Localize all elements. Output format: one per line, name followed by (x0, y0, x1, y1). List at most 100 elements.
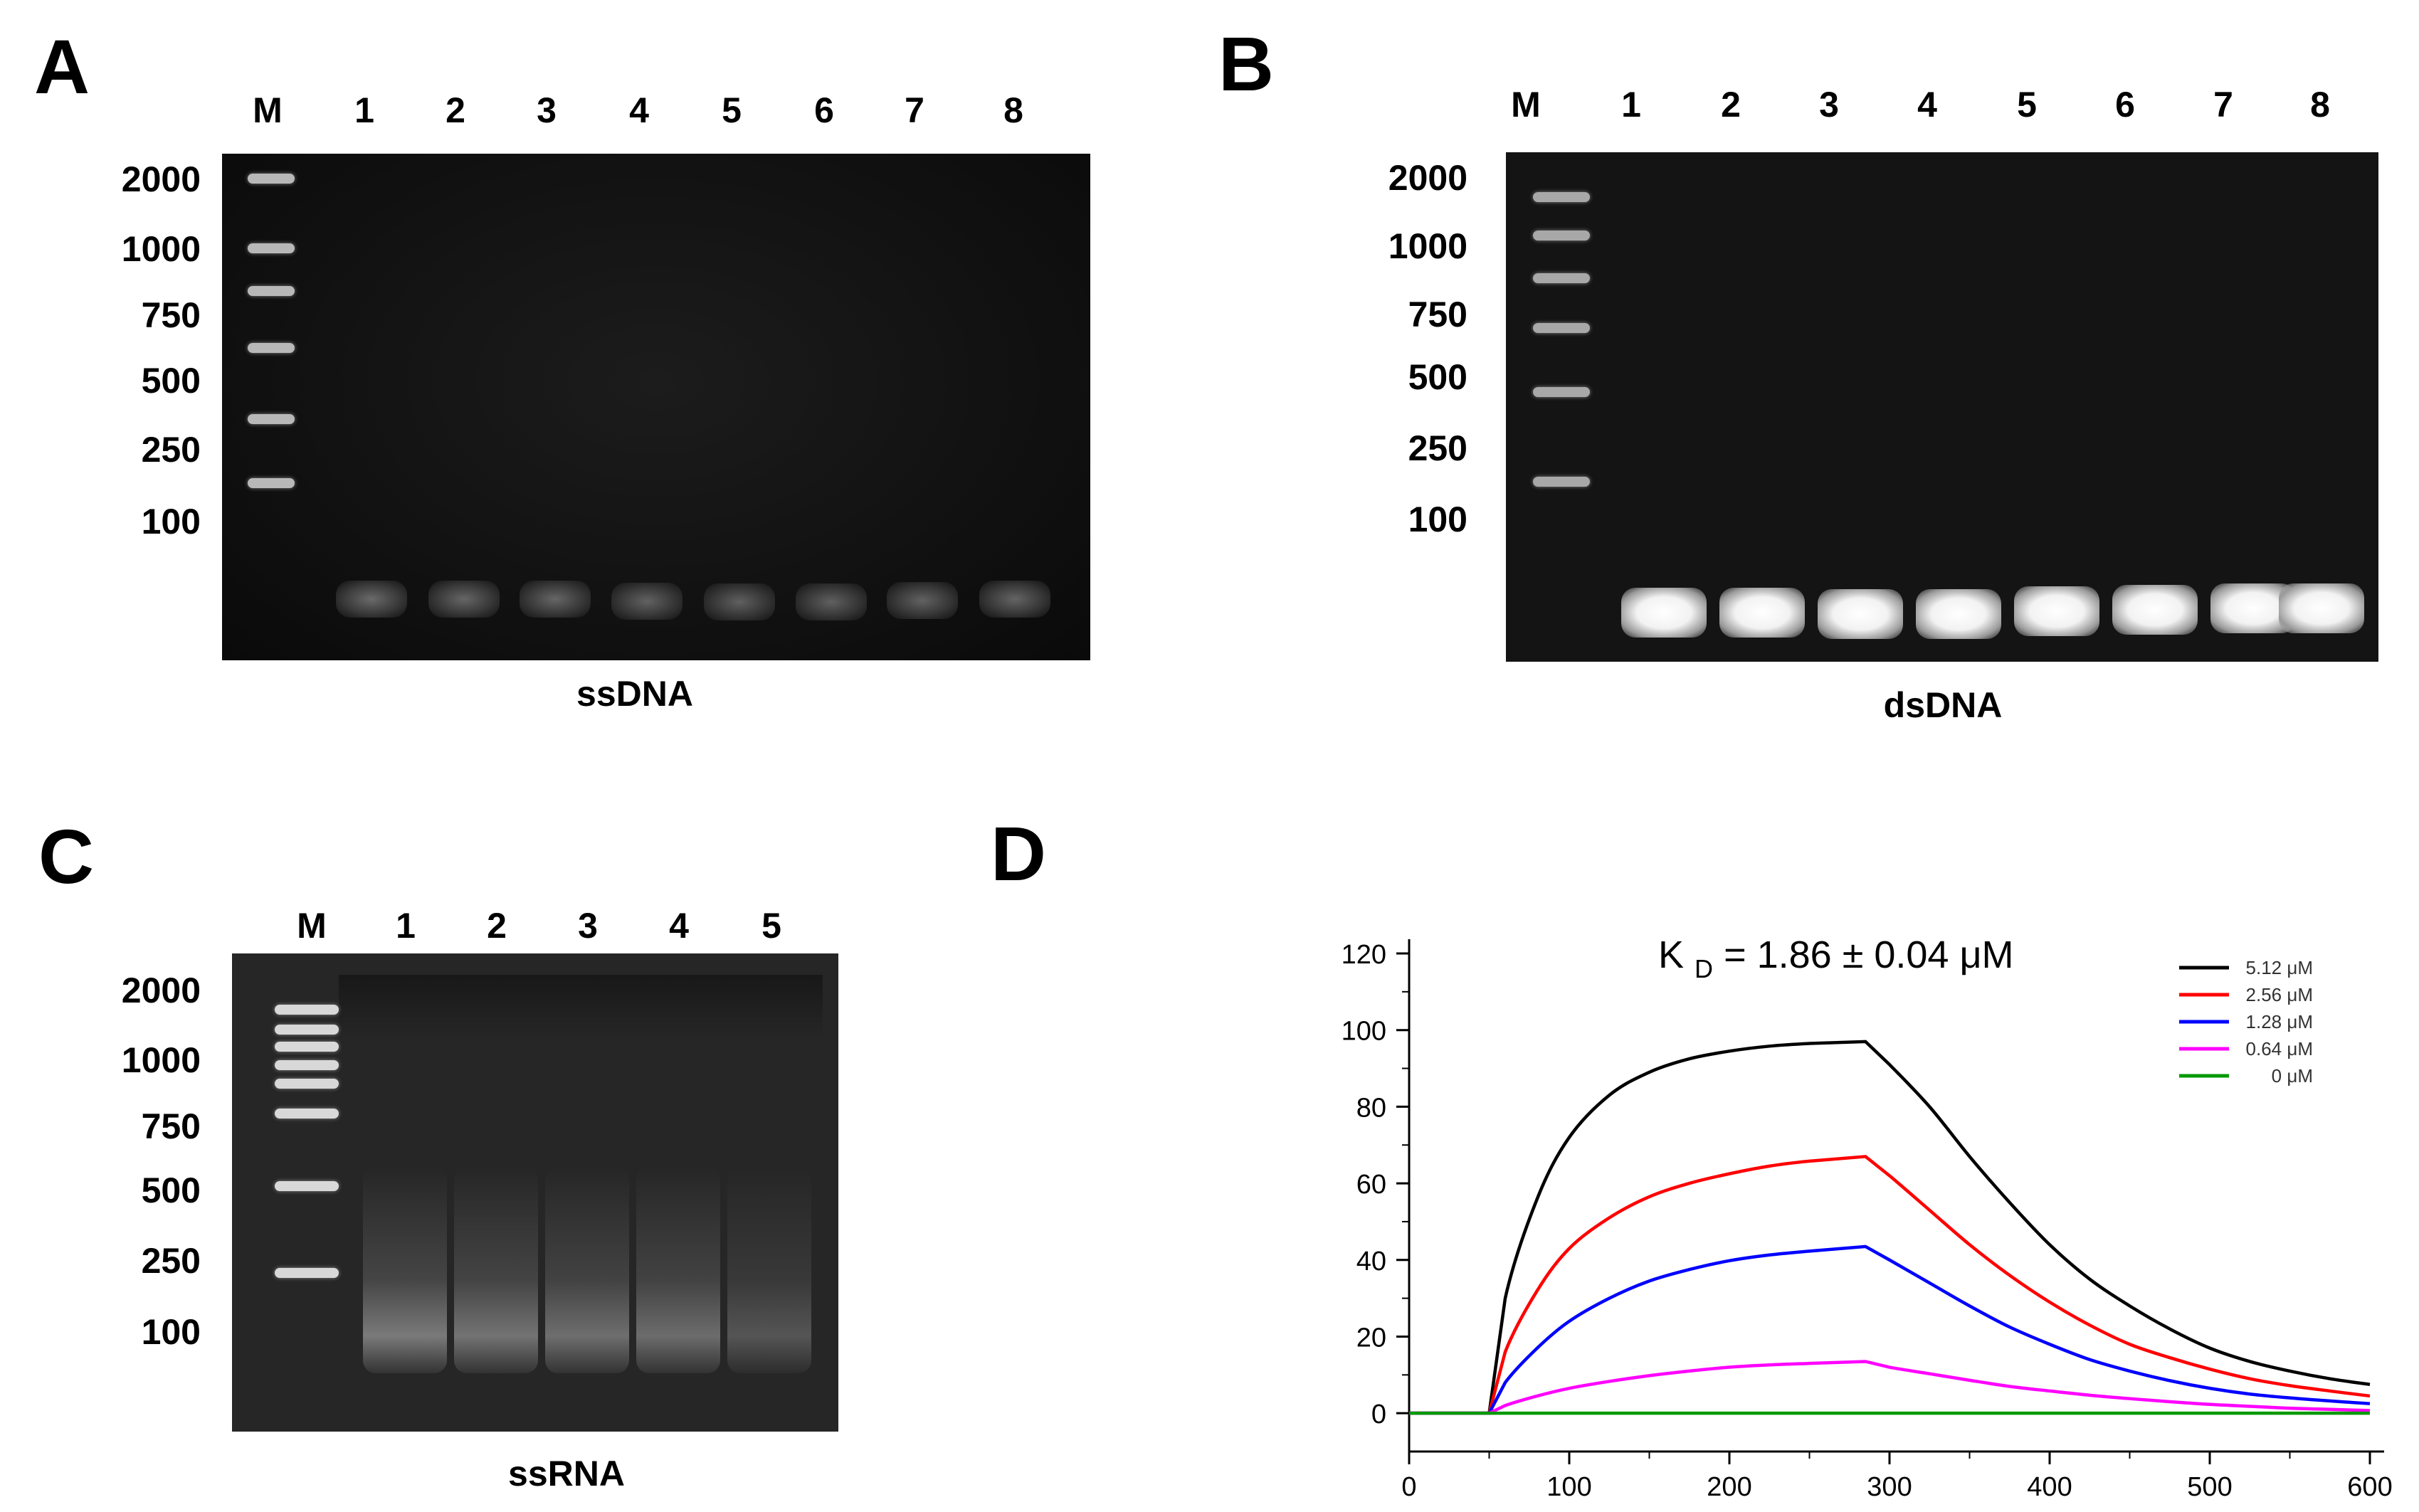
lane-label: M (253, 90, 283, 130)
marker-band (275, 1005, 339, 1015)
ladder-label: 100 (1408, 499, 1467, 539)
sensorgram-chart: 0 20 40 60 80 100 120 0 100 200 300 400 500 600 K D =… (1342, 934, 2393, 1502)
sample-band (1621, 588, 1707, 638)
sample-band (2014, 586, 2099, 636)
marker-band (1533, 387, 1590, 397)
sample-band (887, 582, 958, 619)
sample-band (979, 581, 1050, 618)
y-tick-label: 20 (1356, 1323, 1386, 1353)
marker-band (275, 1109, 339, 1119)
marker-band (1533, 192, 1590, 202)
ladder-label: 500 (141, 1170, 201, 1210)
ladder-label: 100 (141, 502, 201, 541)
lane-label: 7 (905, 90, 924, 130)
lane-label: 5 (761, 906, 781, 946)
lane-label: 3 (1819, 85, 1839, 125)
panel-c-caption: ssRNA (508, 1454, 625, 1494)
series-line (1409, 1360, 2371, 1415)
legend-label: 2.56 μM (2246, 984, 2313, 1005)
ladder-label: 1000 (121, 229, 201, 269)
sample-band (611, 583, 683, 620)
panel-d-letter: D (991, 810, 1046, 897)
marker-band (275, 1079, 339, 1089)
ladder-label: 500 (141, 361, 201, 401)
ladder-label: 2000 (121, 159, 201, 199)
y-tick-label: 0 (1371, 1400, 1386, 1429)
marker-band (1533, 231, 1590, 240)
marker-band (275, 1268, 339, 1278)
y-tick-label: 60 (1356, 1170, 1386, 1200)
ladder-label: 100 (141, 1312, 201, 1352)
sample-band (2279, 583, 2364, 633)
lane-label: 4 (629, 90, 649, 130)
well-glow (339, 975, 823, 1039)
series-line (1409, 1244, 2371, 1415)
y-tick-label: 100 (1342, 1017, 1386, 1047)
sample-band (2112, 585, 2198, 635)
sample-smear (545, 1167, 629, 1373)
sample-band (1818, 589, 1903, 639)
lane-label: 1 (396, 906, 416, 946)
panel-a-letter: A (34, 23, 90, 110)
lane-label: 7 (2213, 85, 2233, 125)
lane-label: 8 (2310, 85, 2330, 125)
x-tick-label: 200 (1707, 1472, 1751, 1502)
marker-band (275, 1181, 339, 1191)
chart-axes: 0 20 40 60 80 100 120 0 100 200 300 400 500 600 (1342, 939, 2393, 1502)
marker-band (1533, 477, 1590, 487)
sample-smear (363, 1167, 447, 1373)
marker-band (248, 243, 295, 253)
x-tick-label: 400 (2027, 1472, 2072, 1502)
sample-band (796, 583, 867, 620)
ladder-label: 750 (141, 295, 201, 335)
series-line (1409, 1040, 2371, 1415)
kd-rest: = 1.86 ± 0.04 μM (1724, 934, 2013, 976)
ladder-label: 1000 (1388, 226, 1467, 266)
lane-label: 3 (537, 90, 557, 130)
lane-label: 6 (2115, 85, 2135, 125)
sample-band (336, 581, 407, 618)
marker-band (275, 1042, 339, 1052)
marker-band (1533, 273, 1590, 283)
y-tick-label: 120 (1342, 940, 1386, 970)
series-line (1409, 1155, 2371, 1415)
lane-label: 3 (578, 906, 598, 946)
y-tick-label: 40 (1356, 1247, 1386, 1276)
marker-band (248, 174, 295, 184)
legend-label: 0 μM (2272, 1065, 2313, 1087)
lane-label: M (1511, 85, 1541, 125)
y-tick-label: 80 (1356, 1093, 1386, 1123)
gel-image-b (1506, 152, 2378, 662)
lane-label: 6 (814, 90, 834, 130)
marker-band (248, 343, 295, 353)
x-tick-label: 600 (2347, 1472, 2392, 1502)
ladder-label: 1000 (121, 1040, 201, 1080)
x-tick-label: 100 (1546, 1472, 1591, 1502)
gel-image-a (222, 154, 1090, 660)
lane-label: 5 (2017, 85, 2037, 125)
legend-label: 5.12 μM (2246, 957, 2313, 978)
sample-smear (727, 1167, 811, 1373)
ladder-label: 2000 (1388, 158, 1467, 198)
series-layer (1409, 1040, 2371, 1415)
lane-label: 2 (487, 906, 507, 946)
sample-band (1719, 588, 1805, 638)
marker-band (248, 414, 295, 424)
ladder-label: 750 (1408, 295, 1467, 334)
lane-label: 4 (669, 906, 689, 946)
marker-band (275, 1025, 339, 1035)
marker-band (248, 286, 295, 296)
panel-c-letter: C (38, 813, 94, 899)
lane-label: 5 (722, 90, 742, 130)
legend-label: 0.64 μM (2246, 1038, 2313, 1059)
ladder-label: 750 (141, 1106, 201, 1146)
lane-label: 2 (446, 90, 465, 130)
sample-smear (636, 1167, 720, 1373)
sample-band (704, 583, 775, 620)
ladder-label: 250 (1408, 428, 1467, 468)
panel-b-letter: B (1218, 21, 1274, 107)
kd-annotation: K D = 1.86 ± 0.04 μM (1658, 934, 2014, 986)
sample-band (428, 581, 500, 618)
sample-band (520, 581, 591, 618)
lane-label: 4 (1917, 85, 1937, 125)
